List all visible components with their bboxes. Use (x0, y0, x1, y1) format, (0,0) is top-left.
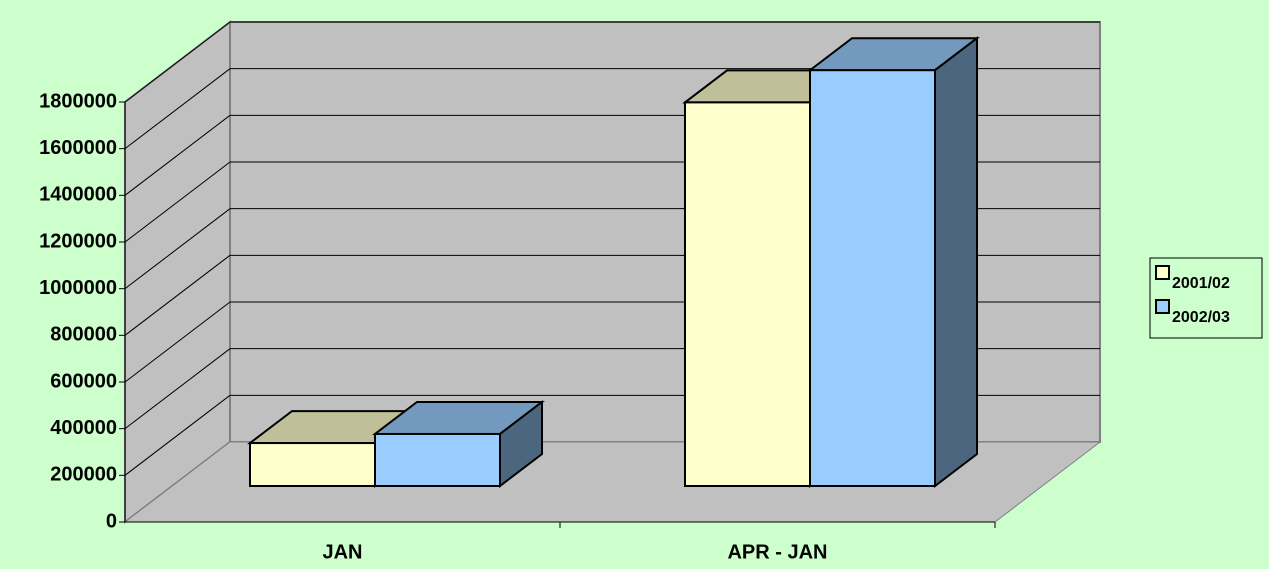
bar (809, 69, 936, 487)
legend-swatch (1155, 265, 1170, 280)
y-tick-label: 800000 (50, 324, 117, 346)
y-tick-label: 0 (106, 510, 117, 532)
y-tick-label: 400000 (50, 417, 117, 439)
bar (374, 432, 501, 488)
grid-line (124, 254, 231, 336)
side-wall (124, 19, 231, 525)
grid-line (124, 301, 231, 383)
grid-line (124, 208, 231, 290)
x-tick-label: JAN (322, 541, 362, 563)
y-tick-label: 600000 (50, 370, 117, 392)
y-tick-label: 1600000 (39, 137, 117, 159)
y-tick-label: 200000 (50, 464, 117, 486)
bar-side (934, 36, 978, 489)
grid-line (124, 394, 231, 476)
legend-swatch (1155, 299, 1170, 314)
x-tick-label: APR - JAN (727, 541, 827, 563)
y-tick-label: 1200000 (39, 230, 117, 252)
y-tick-label: 1000000 (39, 277, 117, 299)
grid-line (124, 21, 231, 103)
grid-line (124, 161, 231, 243)
grid-line (124, 114, 231, 196)
y-tick-label: 1400000 (39, 184, 117, 206)
grid-line (124, 348, 231, 430)
bar (249, 442, 376, 488)
grid-line (124, 68, 231, 150)
legend-label: 2001/02 (1172, 275, 1230, 292)
y-tick-label: 1800000 (39, 90, 117, 112)
legend-label: 2002/03 (1172, 309, 1230, 326)
bar (684, 101, 811, 488)
